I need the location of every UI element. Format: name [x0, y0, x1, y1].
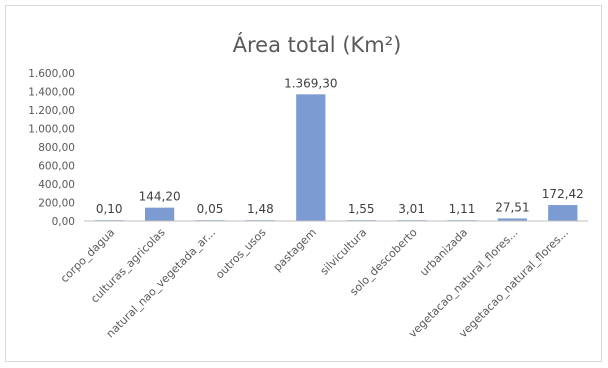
data-label: 1.369,30 [284, 76, 337, 90]
bar [296, 94, 326, 221]
y-tick-label: 800,00 [38, 142, 75, 154]
data-label: 1,48 [247, 202, 274, 216]
value-labels: 0,10 144,20 0,05 1,48 1.369,30 1,55 3,01 1,11 27… [96, 76, 584, 216]
data-label: 144,20 [139, 190, 181, 204]
x-tick-label: outros_usos [213, 226, 269, 282]
y-tick-label: 1.200,00 [28, 105, 75, 117]
x-tick-label: pastagem [271, 226, 319, 274]
x-tick-label: urbanizada [417, 226, 470, 279]
bars [94, 94, 578, 221]
y-tick-label: 1.400,00 [28, 87, 75, 99]
bar [497, 218, 528, 221]
y-tick-label: 200,00 [38, 198, 75, 210]
data-label: 0,05 [197, 202, 224, 216]
y-tick-label: 600,00 [38, 161, 75, 173]
chart-title: Área total (Km²) [233, 32, 402, 57]
data-label: 1,55 [348, 202, 375, 216]
y-tick-label: 0,00 [52, 216, 75, 228]
x-tick-label: vegetacao_natural_flores... [456, 226, 570, 340]
x-tick-label: silvicultura [318, 226, 370, 278]
data-label: 172,42 [542, 187, 584, 201]
y-tick-label: 400,00 [38, 179, 75, 191]
data-label: 1,11 [449, 202, 476, 216]
chart-area: Área total (Km²) 0,00 200,00 400,00 600,00 8… [5, 5, 602, 362]
data-label: 3,01 [398, 202, 425, 216]
y-tick-label: 1.000,00 [28, 124, 75, 136]
y-axis: 0,00 200,00 400,00 600,00 800,00 1.000,00 1.20… [28, 68, 75, 228]
x-tick-label: natural_nao_vegetada_ar... [104, 226, 218, 340]
data-label: 27,51 [495, 200, 529, 214]
bar [548, 205, 578, 221]
x-axis-labels: corpo_daguaculturas_agricolasnatural_nao… [58, 226, 571, 341]
bar-chart: Área total (Km²) 0,00 200,00 400,00 600,00 8… [28, 32, 588, 341]
data-label: 0,10 [96, 202, 123, 216]
bar [144, 207, 175, 221]
y-tick-label: 1.600,00 [28, 68, 75, 80]
